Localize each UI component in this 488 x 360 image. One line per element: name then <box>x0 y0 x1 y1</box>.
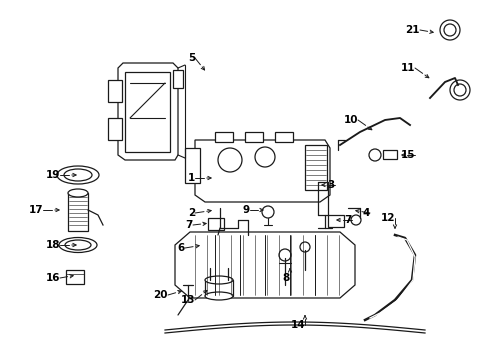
Text: 5: 5 <box>187 53 195 63</box>
Bar <box>274 132 292 142</box>
Bar <box>68 193 88 231</box>
Bar <box>108 80 122 102</box>
Bar <box>382 150 396 159</box>
Circle shape <box>368 149 380 161</box>
Text: 16: 16 <box>45 273 60 283</box>
Text: 14: 14 <box>290 320 305 330</box>
Circle shape <box>218 148 242 172</box>
Bar <box>173 70 183 88</box>
Text: 8: 8 <box>282 273 289 283</box>
Polygon shape <box>195 140 329 202</box>
Text: 18: 18 <box>45 240 60 250</box>
Text: 3: 3 <box>327 180 334 190</box>
Polygon shape <box>118 63 178 160</box>
Circle shape <box>262 206 273 218</box>
Text: 7: 7 <box>344 215 351 225</box>
Bar <box>66 270 84 284</box>
Bar <box>204 280 232 296</box>
Text: 11: 11 <box>400 63 414 73</box>
Bar <box>125 72 170 152</box>
Text: 10: 10 <box>343 115 357 125</box>
Ellipse shape <box>59 238 97 252</box>
Bar <box>305 145 326 190</box>
Bar <box>184 148 200 183</box>
Text: 7: 7 <box>185 220 193 230</box>
Text: 6: 6 <box>177 243 184 253</box>
Ellipse shape <box>57 166 99 184</box>
Circle shape <box>254 147 274 167</box>
Ellipse shape <box>204 292 232 300</box>
Circle shape <box>453 84 465 96</box>
Text: 2: 2 <box>187 208 195 218</box>
Circle shape <box>449 80 469 100</box>
Ellipse shape <box>68 189 88 197</box>
Text: 4: 4 <box>362 208 369 218</box>
Bar <box>327 215 343 227</box>
Circle shape <box>350 215 360 225</box>
Circle shape <box>279 249 290 261</box>
Bar <box>207 218 224 230</box>
Ellipse shape <box>204 276 232 284</box>
Text: 9: 9 <box>243 205 249 215</box>
Circle shape <box>299 242 309 252</box>
Text: 19: 19 <box>45 170 60 180</box>
Text: 20: 20 <box>153 290 168 300</box>
Circle shape <box>443 24 455 36</box>
Text: 17: 17 <box>28 205 43 215</box>
Ellipse shape <box>65 240 91 250</box>
Text: 12: 12 <box>380 213 394 223</box>
Text: 21: 21 <box>405 25 419 35</box>
Text: 13: 13 <box>180 295 195 305</box>
Ellipse shape <box>64 169 92 181</box>
Text: 1: 1 <box>187 173 195 183</box>
Bar <box>244 132 263 142</box>
Circle shape <box>439 20 459 40</box>
Bar <box>108 118 122 140</box>
Text: 15: 15 <box>400 150 414 160</box>
Polygon shape <box>175 232 354 298</box>
Bar <box>215 132 232 142</box>
